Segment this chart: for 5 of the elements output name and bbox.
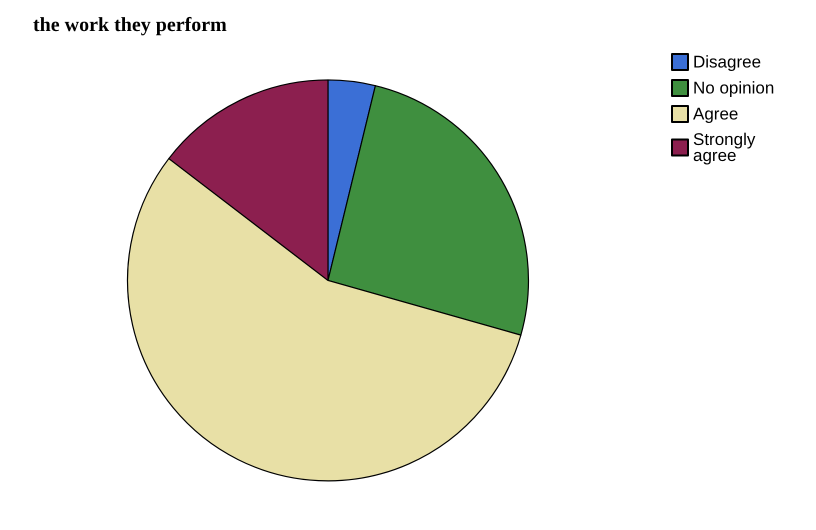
chart-title: the work they perform — [33, 14, 228, 36]
legend-label: Agree — [693, 104, 738, 124]
legend-label: Disagree — [693, 52, 762, 72]
legend-label: No opinion — [693, 78, 774, 98]
legend-label: Strongly agree — [693, 130, 760, 165]
